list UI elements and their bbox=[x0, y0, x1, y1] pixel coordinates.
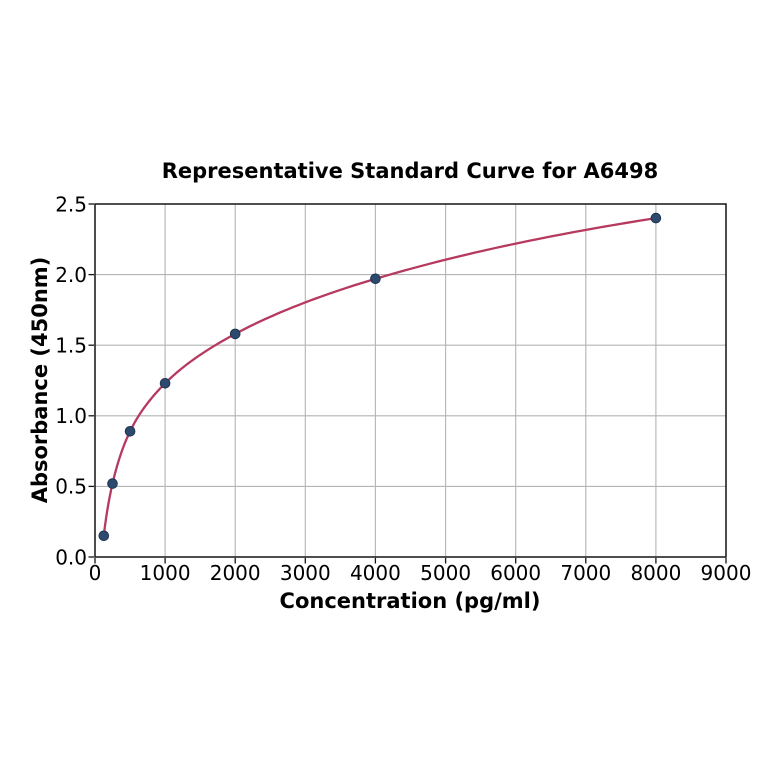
grid-lines bbox=[94, 203, 727, 558]
x-tick-label: 2000 bbox=[210, 561, 261, 585]
x-tick-label: 3000 bbox=[280, 561, 331, 585]
x-tick-label: 4000 bbox=[350, 561, 401, 585]
x-tick-label: 6000 bbox=[490, 561, 541, 585]
fit-curve-path bbox=[102, 216, 658, 537]
x-tick-label: 8000 bbox=[630, 561, 681, 585]
data-point bbox=[370, 273, 381, 285]
data-point bbox=[159, 378, 171, 389]
fit-curve bbox=[102, 216, 658, 537]
data-point bbox=[124, 426, 136, 437]
y-tick-label: 2.5 bbox=[55, 192, 87, 216]
data-point bbox=[650, 212, 662, 224]
x-tick-label: 0 bbox=[89, 561, 102, 585]
y-tick-label: 1.5 bbox=[55, 334, 87, 358]
data-point bbox=[98, 530, 110, 542]
chart-title: Representative Standard Curve for A6498 bbox=[162, 159, 659, 183]
y-tick-label: 0.0 bbox=[55, 545, 87, 569]
x-tick-label: 1000 bbox=[140, 561, 191, 585]
y-tick-label: 0.5 bbox=[55, 475, 87, 499]
tick-labels: 0 1000 2000 3000 4000 5000 6000 7000 8000 9000 0.0… bbox=[55, 192, 751, 585]
y-tick-label: 2.0 bbox=[55, 263, 87, 287]
data-points bbox=[98, 212, 662, 542]
x-tick-label: 9000 bbox=[701, 561, 752, 585]
y-axis-label: Absorbance (450nm) bbox=[28, 257, 52, 504]
y-tick-label: 1.0 bbox=[55, 404, 87, 428]
axis-ticks bbox=[88, 203, 727, 564]
data-point bbox=[229, 328, 241, 340]
plot-border bbox=[94, 203, 727, 558]
x-tick-label: 7000 bbox=[560, 561, 611, 585]
data-point bbox=[107, 478, 118, 489]
x-tick-label: 5000 bbox=[420, 561, 471, 585]
x-axis-label: Concentration (pg/ml) bbox=[280, 589, 541, 613]
